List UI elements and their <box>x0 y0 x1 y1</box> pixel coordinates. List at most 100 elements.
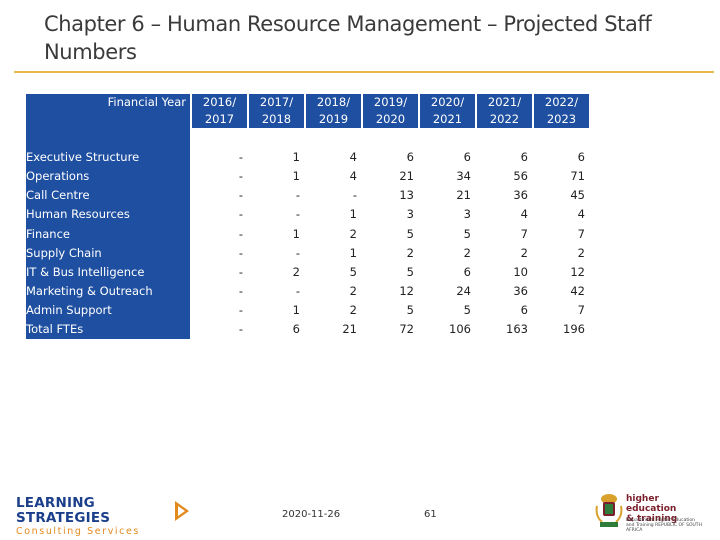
table-cell: 6 <box>363 147 420 167</box>
table-cell: 4 <box>534 204 591 224</box>
coat-of-arms-icon <box>595 494 623 527</box>
table-cell: 72 <box>363 319 420 340</box>
table-cell: - <box>249 185 306 205</box>
table-cell: 4 <box>477 204 534 224</box>
header-year-5: 2021/2022 <box>477 94 534 128</box>
table-row: Finance -1 2 5 5 7 7 <box>26 223 591 244</box>
row-label: Operations <box>26 166 192 186</box>
table-cell: 106 <box>420 319 477 340</box>
footer-page-number: 61 <box>424 509 437 520</box>
logo-right-title: higher education & training <box>626 494 678 524</box>
header-year-4: 2020/2021 <box>420 94 477 128</box>
learning-strategies-logo: LEARNING STRATEGIES Consulting Services <box>16 495 189 537</box>
row-label: IT & Bus Intelligence <box>26 262 192 282</box>
table-cell: 5 <box>363 262 420 282</box>
table-cell: - <box>192 204 249 224</box>
row-label: Marketing & Outreach <box>26 281 192 301</box>
table-cell: 5 <box>363 223 420 244</box>
table-row: Executive Structure -1 4 6 6 6 6 <box>26 147 591 167</box>
table-cell: 5 <box>420 223 477 244</box>
header-gap <box>26 128 591 148</box>
table-cell: 5 <box>363 300 420 320</box>
table-cell: 3 <box>363 204 420 224</box>
table-cell: 7 <box>534 300 591 320</box>
table-cell: - <box>249 243 306 263</box>
table-cell: 21 <box>363 166 420 186</box>
header-year-2: 2018/2019 <box>306 94 363 128</box>
dhet-logo: higher education & training Department: … <box>594 492 704 533</box>
table-cell: 36 <box>477 185 534 205</box>
table-cell: - <box>192 243 249 263</box>
table-cell: 3 <box>420 204 477 224</box>
table-cell: 42 <box>534 281 591 301</box>
footer-date: 2020-11-26 <box>282 509 341 520</box>
table-cell: 4 <box>306 166 363 186</box>
table-cell: - <box>249 281 306 301</box>
table-cell: 10 <box>477 262 534 282</box>
table-cell: - <box>192 281 249 301</box>
table-cell: 45 <box>534 185 591 205</box>
row-label: Admin Support <box>26 300 192 320</box>
header-year-1: 2017/2018 <box>249 94 306 128</box>
table-cell: 7 <box>477 223 534 244</box>
table-row: Admin Support -1 2 5 5 6 7 <box>26 300 591 320</box>
table-cell: - <box>192 319 249 340</box>
table-cell: 24 <box>420 281 477 301</box>
table-row: Operations -1 4 21 34 56 71 <box>26 166 591 186</box>
table-cell: - <box>192 223 249 244</box>
table-cell: 2 <box>420 243 477 263</box>
table-cell: 34 <box>420 166 477 186</box>
title-divider <box>14 71 714 73</box>
table-cell: - <box>192 262 249 282</box>
header-financial-year: Financial Year <box>26 94 192 128</box>
table-cell: 2 <box>363 243 420 263</box>
play-arrow-icon <box>175 501 189 521</box>
table-cell: 1 <box>249 300 306 320</box>
table-cell: 163 <box>477 319 534 340</box>
row-label: Call Centre <box>26 185 192 205</box>
header-year-6: 2022/2023 <box>534 94 591 128</box>
table-body: Executive Structure -1 4 6 6 6 6 Operations -1 4 2… <box>26 147 591 340</box>
logo-left-line2: Consulting Services <box>16 526 140 537</box>
page-title: Chapter 6 – Human Resource Management – … <box>44 12 652 64</box>
staff-numbers-table: Financial Year 2016/2017 2017/2018 2018/… <box>26 94 591 340</box>
table-cell: 21 <box>306 319 363 340</box>
header-year-3: 2019/2020 <box>363 94 420 128</box>
logo-left-line1: LEARNING STRATEGIES <box>16 495 111 526</box>
logo-right-dept: Department: Higher Education and Trainin… <box>626 518 702 533</box>
table-cell: 1 <box>249 147 306 167</box>
table-row: Human Resources - -1 3 3 4 4 <box>26 204 591 224</box>
header-year-0: 2016/2017 <box>192 94 249 128</box>
table-cell: 12 <box>534 262 591 282</box>
table-cell: 2 <box>534 243 591 263</box>
table-cell: 6 <box>477 300 534 320</box>
table-cell: 1 <box>306 243 363 263</box>
table-cell: 5 <box>306 262 363 282</box>
table-cell: 6 <box>534 147 591 167</box>
table-cell: 71 <box>534 166 591 186</box>
table-cell: - <box>192 300 249 320</box>
table-cell: 1 <box>306 204 363 224</box>
table-cell: 6 <box>249 319 306 340</box>
table-cell: - <box>306 185 363 205</box>
table-cell: 2 <box>306 281 363 301</box>
table-cell: 5 <box>420 300 477 320</box>
table-cell: 56 <box>477 166 534 186</box>
row-label: Finance <box>26 223 192 244</box>
table-cell: - <box>249 204 306 224</box>
table-cell: 1 <box>249 166 306 186</box>
table-header-row: Financial Year 2016/2017 2017/2018 2018/… <box>26 94 591 128</box>
table-cell: 12 <box>363 281 420 301</box>
table-cell: 13 <box>363 185 420 205</box>
table-cell: 6 <box>420 147 477 167</box>
table-cell: 2 <box>249 262 306 282</box>
table-cell: 2 <box>306 300 363 320</box>
table-cell: 196 <box>534 319 591 340</box>
table-row: IT & Bus Intelligence -2 5 5 6 10 12 <box>26 262 591 282</box>
table-cell: 1 <box>249 223 306 244</box>
table-cell: 36 <box>477 281 534 301</box>
table-cell: - <box>192 147 249 167</box>
table-cell: 6 <box>420 262 477 282</box>
table-row: Supply Chain - -1 2 2 2 2 <box>26 243 591 263</box>
row-label: Executive Structure <box>26 147 192 167</box>
